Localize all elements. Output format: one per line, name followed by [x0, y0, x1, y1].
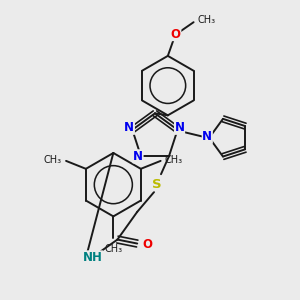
Text: NH: NH: [83, 251, 103, 264]
Text: CH₃: CH₃: [44, 155, 62, 165]
Text: N: N: [175, 121, 184, 134]
Text: CH₃: CH₃: [165, 155, 183, 165]
Text: O: O: [142, 238, 152, 251]
Text: N: N: [124, 121, 134, 134]
Text: N: N: [202, 130, 212, 143]
Text: CH₃: CH₃: [104, 244, 122, 254]
Text: N: N: [133, 150, 143, 163]
Text: O: O: [171, 28, 181, 40]
Text: CH₃: CH₃: [198, 15, 216, 25]
Text: S: S: [152, 178, 162, 190]
